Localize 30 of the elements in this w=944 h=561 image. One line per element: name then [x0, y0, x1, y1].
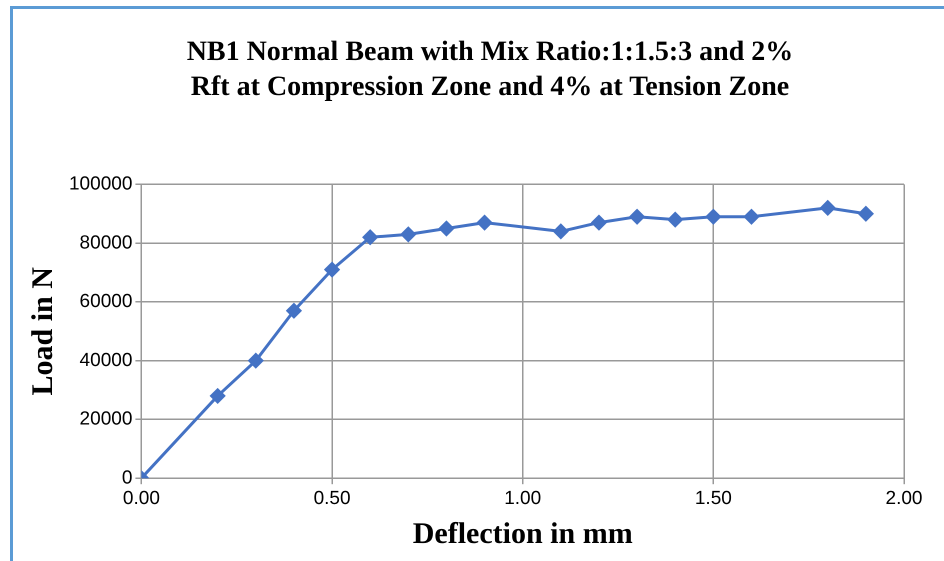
- point: [668, 212, 683, 228]
- y-tick-label: 60000: [80, 291, 132, 312]
- x-tick-label: 0.00: [122, 488, 160, 509]
- point: [286, 303, 302, 318]
- x-axis-title: Deflection in mm: [412, 516, 633, 550]
- point: [210, 388, 226, 404]
- x-tick-label: 1.50: [694, 488, 732, 509]
- x-tick-label: 1.00: [504, 488, 542, 509]
- x-tick-label: 0.50: [314, 488, 351, 509]
- point: [400, 226, 416, 242]
- y-tick-label: 0: [122, 467, 132, 488]
- y-tick-label: 100000: [68, 174, 132, 195]
- point: [553, 224, 568, 239]
- y-axis-title: Load in N: [26, 266, 59, 396]
- y-tick-label: 80000: [80, 232, 132, 254]
- point: [248, 353, 264, 368]
- point: [820, 200, 836, 216]
- y-tick-label: 20000: [80, 408, 132, 430]
- y-tick-label: 40000: [80, 350, 132, 371]
- point: [362, 230, 378, 245]
- point: [477, 215, 492, 230]
- point: [630, 209, 645, 224]
- point: [591, 215, 606, 230]
- point: [744, 209, 759, 224]
- chart-title: NB1 Normal Beam with Mix Ratio:1:1.5:3 and 2% Rft at Compression Zone and 4% at Tension Zone: [186, 35, 794, 104]
- x-tick-label: 2.00: [886, 488, 922, 509]
- point: [438, 220, 454, 236]
- point: [324, 262, 340, 278]
- point: [858, 206, 874, 222]
- point: [706, 209, 721, 224]
